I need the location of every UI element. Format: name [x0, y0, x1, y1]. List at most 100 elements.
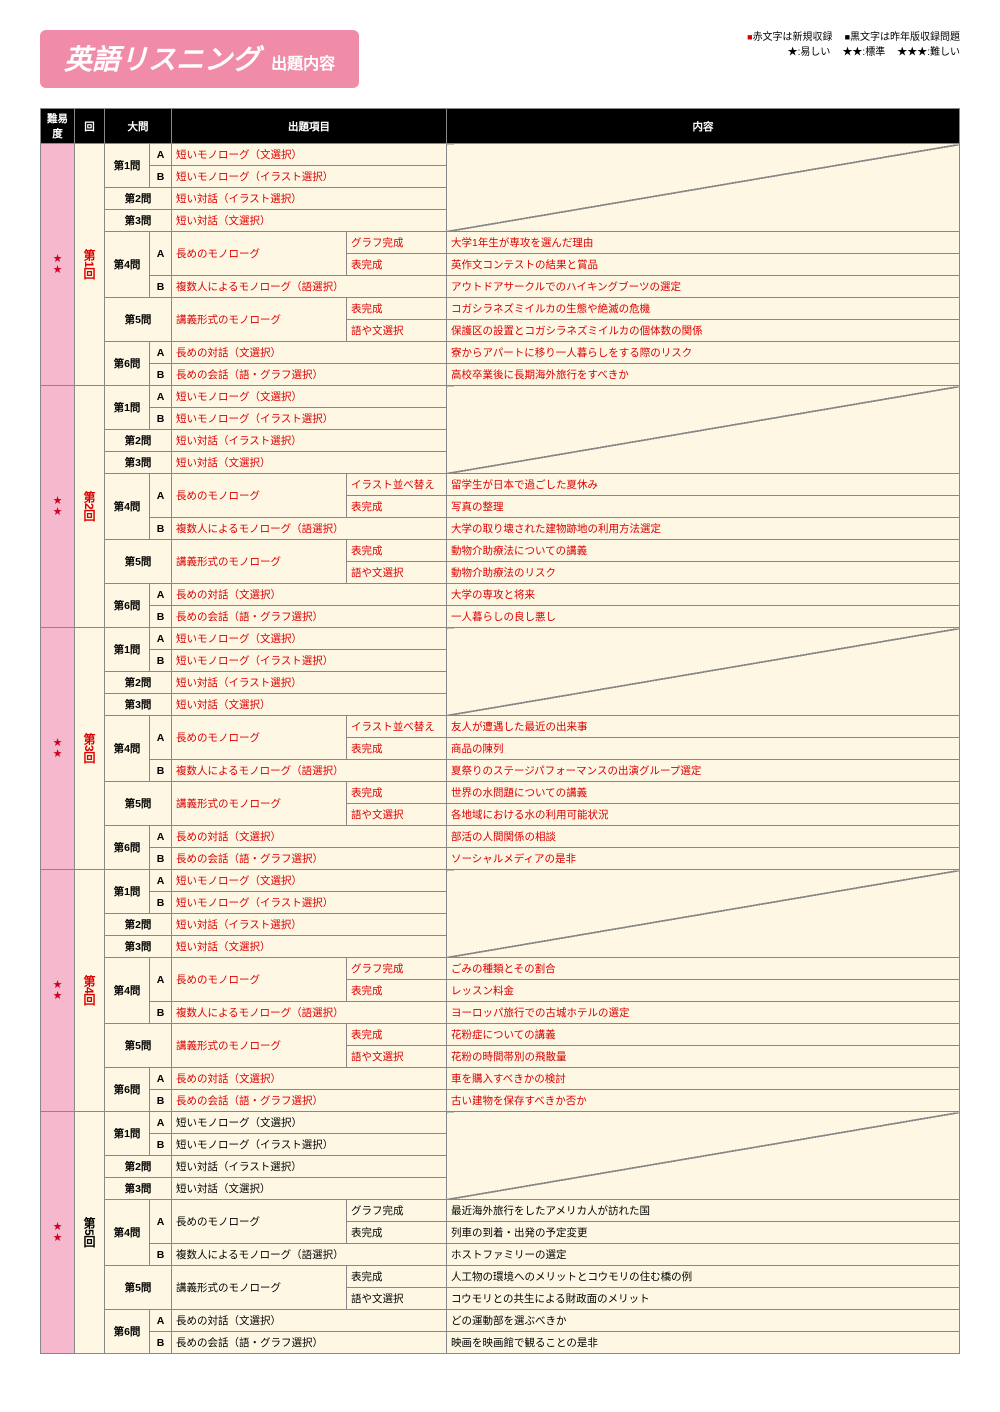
session-cell: 第3回	[75, 628, 105, 870]
table-row: B複数人によるモノローグ（語選択）ヨーロッパ旅行での古城ホテルの選定	[41, 1002, 960, 1024]
title-block: 英語リスニング 出題内容	[40, 30, 359, 88]
content-cell: コウモリとの共生による財政面のメリット	[447, 1288, 960, 1310]
legend-std: ★★:標準	[842, 45, 885, 60]
item2-cell: グラフ完成	[347, 1200, 447, 1222]
table-row: ★★第4回第1問A短いモノローグ（文選択）	[41, 870, 960, 892]
question-cell: 第3問	[105, 694, 172, 716]
page-header: 英語リスニング 出題内容 ■赤文字は新規収録 ■黒文字は昨年版収録問題 ★:易し…	[40, 30, 960, 88]
item-cell: 長めの対話（文選択）	[172, 1310, 447, 1332]
title-sub: 出題内容	[271, 56, 335, 73]
session-cell: 第5回	[75, 1112, 105, 1354]
content-cell: ホストファミリーの選定	[447, 1244, 960, 1266]
content-cell: ヨーロッパ旅行での古城ホテルの選定	[447, 1002, 960, 1024]
sub-cell: B	[150, 1244, 172, 1266]
item-cell: 短いモノローグ（文選択）	[172, 1112, 447, 1134]
content-cell: 大学の取り壊された建物跡地の利用方法選定	[447, 518, 960, 540]
sub-cell: B	[150, 1002, 172, 1024]
question-cell: 第3問	[105, 452, 172, 474]
item-cell: 短い対話（文選択）	[172, 936, 447, 958]
item-cell: 長めの対話（文選択）	[172, 584, 447, 606]
item2-cell: グラフ完成	[347, 232, 447, 254]
content-cell: 最近海外旅行をしたアメリカ人が訪れた国	[447, 1200, 960, 1222]
content-cell: 部活の人間関係の相談	[447, 826, 960, 848]
item-cell: 長めの会話（語・グラフ選択）	[172, 1090, 447, 1112]
sub-cell: A	[150, 474, 172, 518]
item2-cell: 語や文選択	[347, 320, 447, 342]
item-cell: 長めのモノローグ	[172, 716, 347, 760]
content-cell: 商品の陳列	[447, 738, 960, 760]
content-cell: 大学の専攻と将来	[447, 584, 960, 606]
sub-cell: B	[150, 518, 172, 540]
item-cell: 講義形式のモノローグ	[172, 782, 347, 826]
item-cell: 複数人によるモノローグ（語選択）	[172, 760, 447, 782]
table-row: ★★第3回第1問A短いモノローグ（文選択）	[41, 628, 960, 650]
item2-cell: 表完成	[347, 254, 447, 276]
question-cell: 第5問	[105, 1024, 172, 1068]
item-cell: 長めの対話（文選択）	[172, 1068, 447, 1090]
difficulty-cell: ★★	[41, 1112, 75, 1354]
question-cell: 第1問	[105, 386, 150, 430]
content-table: 難易度 回 大問 出題項目 内容 ★★第1回第1問A短いモノローグ（文選択）B短…	[40, 108, 960, 1354]
item2-cell: 語や文選択	[347, 1046, 447, 1068]
th-diff: 難易度	[41, 109, 75, 144]
question-cell: 第6問	[105, 1310, 150, 1354]
sub-cell: A	[150, 958, 172, 1002]
session-cell: 第2回	[75, 386, 105, 628]
content-cell: 世界の水問題についての講義	[447, 782, 960, 804]
content-cell: コガシラネズミイルカの生態や絶滅の危機	[447, 298, 960, 320]
item-cell: 講義形式のモノローグ	[172, 298, 347, 342]
sub-cell: B	[150, 408, 172, 430]
item2-cell: 表完成	[347, 298, 447, 320]
sub-cell: A	[150, 584, 172, 606]
item-cell: 講義形式のモノローグ	[172, 1024, 347, 1068]
question-cell: 第4問	[105, 1200, 150, 1266]
legend-easy: ★:易しい	[788, 45, 831, 60]
legend-red: 赤文字は新規収録	[753, 32, 833, 43]
content-cell: 夏祭りのステージパフォーマンスの出演グループ選定	[447, 760, 960, 782]
item-cell: 短いモノローグ（文選択）	[172, 144, 447, 166]
table-row: B長めの会話（語・グラフ選択）高校卒業後に長期海外旅行をすべきか	[41, 364, 960, 386]
header-row: 難易度 回 大問 出題項目 内容	[41, 109, 960, 144]
th-content: 内容	[447, 109, 960, 144]
item-cell: 長めの会話（語・グラフ選択）	[172, 606, 447, 628]
session-cell: 第1回	[75, 144, 105, 386]
content-cell: 花粉の時間帯別の飛散量	[447, 1046, 960, 1068]
table-row: 第4問A長めのモノローググラフ完成ごみの種類とその割合	[41, 958, 960, 980]
item-cell: 短い対話（文選択）	[172, 452, 447, 474]
table-row: B長めの会話（語・グラフ選択）映画を映画館で観ることの是非	[41, 1332, 960, 1354]
diagonal-cell	[447, 386, 960, 474]
item-cell: 短いモノローグ（文選択）	[172, 386, 447, 408]
item-cell: 短い対話（イラスト選択）	[172, 914, 447, 936]
item-cell: 短いモノローグ（イラスト選択）	[172, 892, 447, 914]
legend-hard: ★★★:難しい	[897, 45, 960, 60]
table-row: 第6問A長めの対話（文選択）どの運動部を選ぶべきか	[41, 1310, 960, 1332]
sub-cell: B	[150, 1134, 172, 1156]
sub-cell: B	[150, 848, 172, 870]
content-cell: 高校卒業後に長期海外旅行をすべきか	[447, 364, 960, 386]
content-cell: アウトドアサークルでのハイキングブーツの選定	[447, 276, 960, 298]
table-row: B長めの会話（語・グラフ選択）古い建物を保存すべきか否か	[41, 1090, 960, 1112]
difficulty-cell: ★★	[41, 628, 75, 870]
diagonal-cell	[447, 628, 960, 716]
question-cell: 第5問	[105, 298, 172, 342]
item-cell: 複数人によるモノローグ（語選択）	[172, 1244, 447, 1266]
table-row: 第4問A長めのモノローグイラスト並べ替え留学生が日本で過ごした夏休み	[41, 474, 960, 496]
table-row: 第5問講義形式のモノローグ表完成コガシラネズミイルカの生態や絶滅の危機	[41, 298, 960, 320]
question-cell: 第4問	[105, 958, 150, 1024]
item2-cell: 語や文選択	[347, 804, 447, 826]
item-cell: 短いモノローグ（イラスト選択）	[172, 408, 447, 430]
diagonal-cell	[447, 870, 960, 958]
question-cell: 第5問	[105, 782, 172, 826]
table-row: 第6問A長めの対話（文選択）部活の人間関係の相談	[41, 826, 960, 848]
item-cell: 短いモノローグ（イラスト選択）	[172, 1134, 447, 1156]
question-cell: 第6問	[105, 584, 150, 628]
item-cell: 長めの対話（文選択）	[172, 826, 447, 848]
table-row: 第4問A長めのモノローグイラスト並べ替え友人が遭遇した最近の出来事	[41, 716, 960, 738]
question-cell: 第5問	[105, 1266, 172, 1310]
content-cell: 一人暮らしの良し悪し	[447, 606, 960, 628]
sub-cell: B	[150, 1090, 172, 1112]
table-row: 第6問A長めの対話（文選択）大学の専攻と将来	[41, 584, 960, 606]
th-q: 大問	[105, 109, 172, 144]
content-cell: ごみの種類とその割合	[447, 958, 960, 980]
item-cell: 複数人によるモノローグ（語選択）	[172, 1002, 447, 1024]
